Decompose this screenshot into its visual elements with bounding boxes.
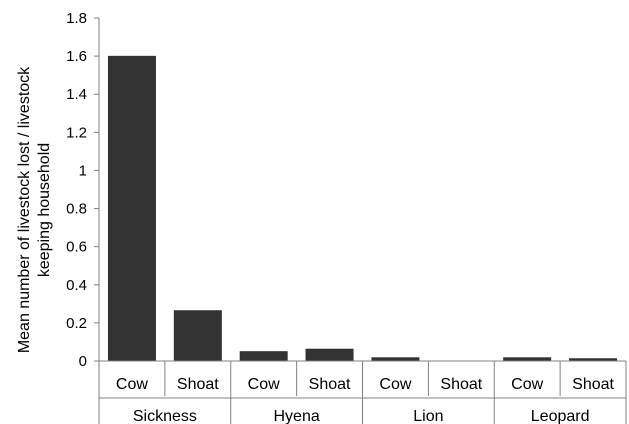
bar-hyena-cow <box>239 351 288 362</box>
x-category-label: Cow <box>379 376 411 393</box>
bar-leopard-cow <box>503 357 552 362</box>
x-group-label: Leopard <box>531 408 590 424</box>
y-tick-label: 1.4 <box>66 86 87 103</box>
y-axis-title: Mean number of livestock lost / livestoc… <box>16 66 53 353</box>
x-category-label: Cow <box>116 376 148 393</box>
y-tick-label: 1.6 <box>66 48 87 65</box>
bar-sickness-cow <box>107 55 156 362</box>
y-tick-label: 0.2 <box>66 315 87 332</box>
y-tick-label: 0.6 <box>66 239 87 256</box>
y-tick-label: 1.8 <box>66 10 87 27</box>
bar-lion-cow <box>371 357 420 362</box>
x-category-label: Shoat <box>440 376 482 393</box>
y-axis: 0 0.2 0.4 0.6 0.8 1 1.2 1.4 1.6 1.8 <box>66 10 100 370</box>
x-group-label: Lion <box>413 408 443 424</box>
x-group-label: Sickness <box>133 408 197 424</box>
y-tick-label: 0 <box>79 353 87 370</box>
y-tick-label: 1 <box>79 162 87 179</box>
bar-hyena-shoat <box>305 348 354 362</box>
y-axis-title-line: Mean number of livestock lost / livestoc… <box>16 66 33 353</box>
x-category-label: Shoat <box>572 376 614 393</box>
bar-sickness-shoat <box>173 310 222 362</box>
y-axis-title-line: keeping household <box>36 143 53 277</box>
bars <box>107 55 618 362</box>
y-tick-label: 1.2 <box>66 124 87 141</box>
y-tick-label: 0.8 <box>66 201 87 218</box>
x-category-label: Cow <box>511 376 543 393</box>
x-category-label: Shoat <box>177 376 219 393</box>
x-category-label: Cow <box>248 376 280 393</box>
x-axis: Cow Shoat Sickness Cow Shoat Hyena Cow Shoat Lio… <box>98 360 627 424</box>
x-category-label: Shoat <box>309 376 351 393</box>
x-group-label: Hyena <box>274 408 320 424</box>
y-tick-label: 0.4 <box>66 277 87 294</box>
